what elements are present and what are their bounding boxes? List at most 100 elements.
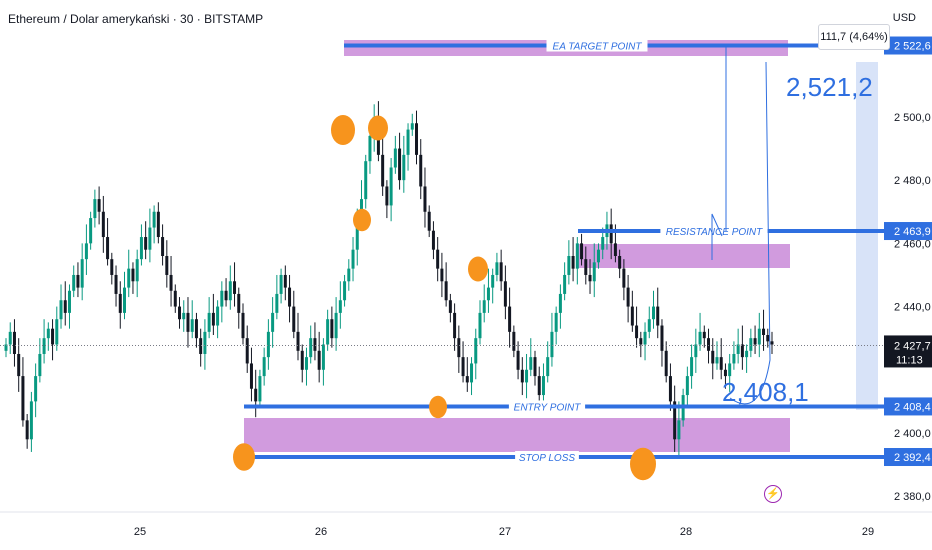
candle-body: [364, 161, 368, 200]
candle-body: [355, 224, 359, 250]
candle-body: [262, 357, 266, 377]
level-label-bg: [546, 39, 648, 52]
candle-body: [161, 237, 165, 256]
candle-body: [34, 376, 38, 402]
candle-body: [707, 338, 711, 351]
level-label: ENTRY POINT: [514, 402, 582, 413]
candle-body: [8, 331, 12, 345]
candle-body: [415, 123, 419, 155]
candle-body: [719, 357, 723, 370]
level-price-tag: [884, 397, 932, 416]
current-price-text: 2 427,7: [894, 340, 931, 352]
y-tick-label: 2 400,0: [894, 428, 931, 440]
candle-body: [630, 306, 634, 326]
candle-body: [63, 300, 67, 313]
candle-body: [491, 274, 495, 288]
candle-body: [165, 256, 169, 275]
candle-body: [711, 350, 715, 364]
candle-body: [351, 249, 355, 269]
level-label: EA TARGET POINT: [553, 42, 643, 53]
candle-body: [190, 319, 194, 332]
candle-body: [499, 262, 503, 282]
y-tick-label: 2 480,0: [894, 175, 931, 187]
candle-body: [224, 290, 228, 301]
candle-body: [118, 293, 122, 313]
candle-body: [55, 319, 59, 345]
candle-body: [84, 243, 88, 260]
candle-body: [228, 281, 232, 301]
candle-body: [694, 344, 698, 358]
candle-body: [575, 243, 579, 269]
candle-body: [525, 369, 529, 383]
candle-body: [656, 306, 660, 326]
candle-body: [609, 224, 613, 244]
levels-layer: EA TARGET POINT RESISTANCE POINT ENTRY POI…: [0, 39, 884, 464]
candle-body: [59, 300, 63, 320]
candle-body: [279, 274, 283, 294]
candle-body: [762, 328, 766, 336]
candle-body: [503, 281, 507, 307]
candle-body: [76, 274, 80, 288]
candle-body: [541, 376, 545, 396]
candle-body: [101, 211, 105, 238]
candle-body: [618, 256, 622, 269]
candle-body: [216, 306, 220, 326]
candle-body: [381, 154, 385, 187]
y-tick-label: 2 380,0: [894, 491, 931, 503]
x-tick-label: 27: [499, 526, 511, 538]
candle-body: [685, 376, 689, 396]
candle-body: [199, 338, 203, 354]
pivot-marker: [233, 443, 255, 471]
candle-body: [106, 237, 110, 260]
currency-label[interactable]: USD: [892, 12, 916, 24]
candle-body: [122, 287, 126, 313]
candle-body: [482, 300, 486, 313]
pivot-marker: [331, 115, 355, 145]
target-value-annotation: 2,521,2: [786, 72, 873, 102]
candle-body: [546, 357, 550, 377]
candle-body: [233, 281, 237, 294]
candle-body: [550, 331, 554, 358]
candle-body: [334, 312, 338, 339]
entry-value-annotation: 2,408,1: [722, 377, 809, 407]
lightning-icon[interactable]: ⚡: [764, 485, 782, 503]
candle-body: [770, 341, 774, 345]
candle-body: [622, 268, 626, 288]
candle-body: [300, 350, 304, 370]
candle-body: [723, 369, 727, 377]
candle-body: [29, 401, 33, 440]
candle-body: [313, 338, 317, 351]
candle-body: [652, 306, 656, 320]
candle-body: [135, 259, 139, 282]
candle-body: [508, 306, 512, 332]
level-price-tag: [884, 222, 932, 241]
candle-body: [186, 312, 190, 332]
measure-tooltip: 111,7 (4,64%): [818, 24, 890, 50]
candle-body: [241, 312, 245, 339]
x-tick-label: 29: [862, 526, 874, 538]
candle-body: [144, 237, 148, 250]
candle-body: [736, 344, 740, 354]
candle-body: [131, 268, 135, 282]
level-label-bg: [660, 225, 768, 238]
candle-body: [601, 237, 605, 250]
candle-body: [271, 312, 275, 332]
candle-body: [25, 420, 29, 440]
candle-body: [715, 357, 719, 364]
markers-layer: [233, 115, 656, 481]
candle-body: [46, 328, 50, 339]
candle-body: [97, 199, 101, 212]
candle-body: [660, 325, 664, 351]
candle-body: [465, 376, 469, 383]
candle-body: [266, 331, 270, 358]
candle-body: [139, 237, 143, 260]
y-tick-label: 2 460,0: [894, 238, 931, 250]
candle-body: [275, 293, 279, 313]
candle-body: [72, 274, 76, 291]
symbol-title: Ethereum / Dolar amerykański · 30 · BITS…: [8, 12, 264, 26]
candle-body: [296, 331, 300, 351]
candle-body: [732, 353, 736, 364]
y-tick-label: 2 440,0: [894, 302, 931, 314]
x-tick-label: 26: [315, 526, 327, 538]
